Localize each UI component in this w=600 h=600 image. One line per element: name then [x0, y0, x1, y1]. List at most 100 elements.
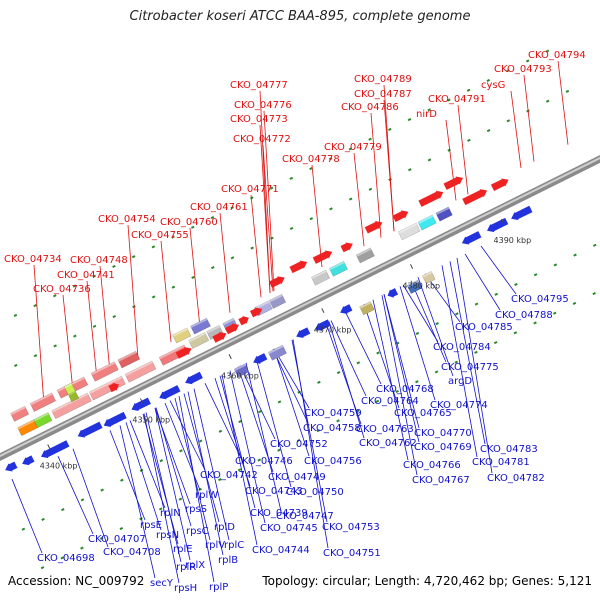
- lower-gene-label: CKO_04763: [356, 424, 414, 435]
- gene-feature: [406, 279, 423, 294]
- lower-gene-label: rpsN: [156, 530, 179, 541]
- lower-gene-label: CKO_04743: [245, 486, 303, 497]
- lower-gene-label: CKO_04707: [88, 534, 146, 545]
- upper-gene-label: CKO_04793: [494, 64, 552, 75]
- lower-gene-label: CKO_04708: [103, 547, 161, 558]
- gene-feature: [267, 344, 287, 361]
- gene-feature: [108, 382, 119, 393]
- upper-gene-label: CKO_04776: [234, 100, 292, 111]
- gene-feature: [103, 411, 127, 427]
- lower-gene-label: CKO_04774: [430, 400, 488, 411]
- gene-feature: [435, 206, 453, 222]
- gene-feature: [340, 304, 353, 315]
- lower-gene-label: CKO_04744: [252, 545, 310, 556]
- lower-gene-label: CKO_04781: [472, 457, 530, 468]
- tick-label: 4370 kbp: [314, 325, 352, 334]
- gene-feature: [188, 332, 210, 349]
- tick-label: 4350 kbp: [132, 415, 170, 424]
- upper-gene-label: CKO_04741: [57, 270, 115, 281]
- lower-gene-label: rplX: [185, 560, 205, 571]
- lower-gene-label: rplV: [205, 540, 225, 551]
- lower-gene-label: CKO_04769: [414, 442, 472, 453]
- gene-feature: [90, 361, 119, 382]
- lower-gene-label: CKO_04795: [511, 294, 569, 305]
- lower-gene-label: rplC: [224, 540, 244, 551]
- upper-gene-label: CKO_04734: [4, 254, 62, 265]
- lower-gene-label: CKO_04759: [304, 408, 362, 419]
- upper-gene-label: CKO_04791: [428, 94, 486, 105]
- lower-gene-label: rpsS: [185, 504, 207, 515]
- gene-feature: [51, 392, 92, 420]
- lower-gene-label: CKO_04767: [412, 475, 470, 486]
- gene-feature: [249, 307, 263, 318]
- lower-gene-label: CKO_04784: [433, 342, 491, 353]
- lower-gene-label: CKO_04753: [322, 522, 380, 533]
- gene-feature: [328, 260, 348, 277]
- upper-gene-label: CKO_04787: [354, 89, 412, 100]
- lower-gene-label: CKO_04775: [441, 362, 499, 373]
- lower-gene-label: rplP: [209, 582, 228, 593]
- tick-label: 4390 kbp: [494, 236, 532, 245]
- lower-gene-label: rplW: [195, 490, 218, 501]
- upper-gene-label: CKO_04761: [190, 202, 248, 213]
- upper-gene-label: nirD: [416, 109, 437, 120]
- lower-gene-label: CKO_04698: [37, 553, 95, 564]
- gene-feature: [233, 363, 250, 378]
- upper-gene-label: CKO_04778: [282, 154, 340, 165]
- lower-gene-label: CKO_04788: [495, 310, 553, 321]
- gene-feature: [29, 392, 57, 412]
- gene-feature: [185, 371, 203, 385]
- gene-feature: [33, 412, 53, 429]
- lower-gene-label: rpsH: [174, 583, 197, 594]
- lower-gene-label: CKO_04765: [394, 408, 452, 419]
- gene-feature: [117, 350, 141, 369]
- lower-gene-label: CKO_04758: [303, 423, 361, 434]
- gene-feature: [397, 222, 421, 241]
- gene-feature: [131, 397, 151, 411]
- lower-gene-label: rplN: [160, 508, 181, 519]
- genome-summary-text: Topology: circular; Length: 4,720,462 bp…: [262, 574, 592, 588]
- gene-feature: [359, 301, 375, 316]
- gene-feature: [418, 190, 444, 207]
- gene-feature: [392, 210, 409, 222]
- gene-feature: [315, 319, 331, 331]
- gene-feature: [511, 205, 533, 221]
- upper-gene-label: CKO_04771: [221, 184, 279, 195]
- lower-gene-label: CKO_04782: [487, 473, 545, 484]
- gene-feature: [124, 360, 157, 383]
- lower-gene-label: CKO_04751: [323, 548, 381, 559]
- gene-feature: [253, 353, 268, 364]
- upper-gene-label: CKO_04773: [230, 114, 288, 125]
- gene-feature: [77, 421, 103, 438]
- gene-feature: [212, 332, 227, 343]
- gene-feature: [355, 247, 375, 264]
- tick-label: 4380 kbp: [402, 281, 440, 290]
- gene-feature: [206, 324, 224, 340]
- upper-gene-label: CKO_04760: [160, 217, 218, 228]
- lower-gene-label: CKO_04770: [414, 428, 472, 439]
- accession-text: Accession: NC_009792: [8, 574, 145, 588]
- gene-feature: [190, 317, 211, 335]
- tick-label: 4360 kbp: [221, 371, 259, 380]
- upper-gene-label: CKO_04754: [98, 214, 156, 225]
- lower-gene-label: CKO_04762: [359, 438, 417, 449]
- lower-gene-label: CKO_04739: [250, 508, 308, 519]
- gene-feature: [268, 293, 287, 309]
- lower-gene-label: rplR: [176, 562, 196, 573]
- tick-label: 4340 kbp: [40, 461, 78, 470]
- upper-gene-label: CKO_04755: [131, 230, 189, 241]
- gene-feature: [63, 382, 76, 396]
- gene-feature: [487, 217, 509, 233]
- lower-gene-label: CKO_04756: [304, 456, 362, 467]
- lower-gene-label: CKO_04764: [361, 396, 419, 407]
- lower-gene-label: CKO_04768: [376, 384, 434, 395]
- lower-gene-label: CKO_04742: [200, 470, 258, 481]
- gene-feature: [417, 214, 437, 231]
- gene-feature: [421, 270, 436, 285]
- gene-feature: [289, 260, 308, 274]
- lower-gene-label: CKO_04783: [480, 444, 538, 455]
- upper-gene-label: CKO_04772: [233, 134, 291, 145]
- upper-gene-label: CKO_04779: [324, 142, 382, 153]
- lower-gene-label: CKO_04745: [260, 523, 318, 534]
- gene-feature: [22, 455, 35, 466]
